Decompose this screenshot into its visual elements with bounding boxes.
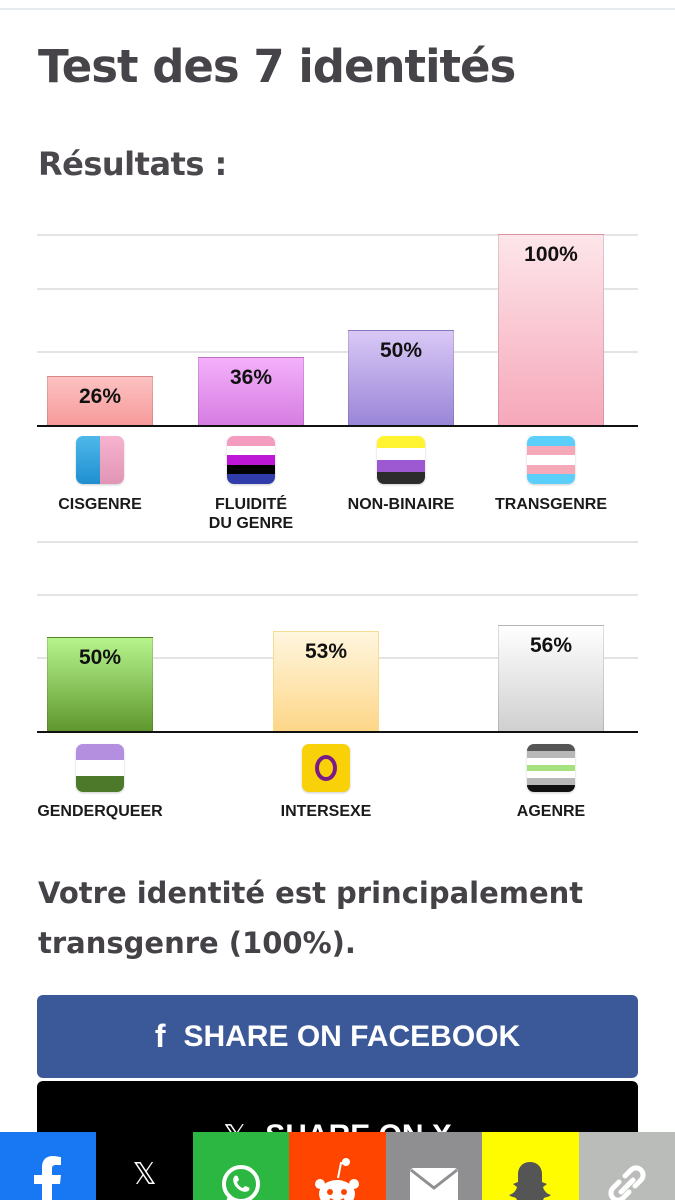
bar-value: 56%: [529, 634, 573, 657]
share-facebook-button[interactable]: f SHARE ON FACEBOOK: [37, 995, 638, 1078]
bar-value: 36%: [229, 366, 273, 389]
gridline: [37, 351, 638, 353]
result-summary: Votre identité est principalement transg…: [38, 876, 584, 960]
gridline: [37, 288, 638, 290]
link-icon: [608, 1165, 646, 1200]
bar-intersexe: 53%: [273, 631, 379, 733]
share-bar-facebook[interactable]: [0, 1132, 97, 1200]
x-axis: [37, 731, 638, 733]
results-chart-1: 26% 36% 50% 100% CISGENRE FLUIDITÉ DU GEN…: [37, 230, 638, 540]
share-bar-x[interactable]: 𝕏: [96, 1132, 193, 1200]
bar-cisgenre: 26%: [47, 376, 153, 426]
facebook-icon: [34, 1156, 62, 1200]
genderfluid-flag-icon: [227, 436, 275, 484]
gridline: [37, 541, 638, 543]
category-label: CISGENRE: [58, 496, 142, 513]
bar-value: 50%: [78, 646, 122, 669]
category-label: NON-BINAIRE: [347, 496, 455, 513]
bar-non-binaire: 50%: [348, 330, 454, 426]
share-bar-copy-link[interactable]: [578, 1132, 675, 1200]
bar-value: 50%: [379, 339, 423, 362]
x-icon: 𝕏: [132, 1157, 157, 1192]
category-label: TRANSGENRE: [494, 496, 607, 513]
share-facebook-label: SHARE ON FACEBOOK: [183, 1019, 521, 1053]
agender-flag-icon: [527, 744, 575, 792]
cisgender-flag-icon: [76, 436, 124, 484]
email-icon: [409, 1168, 458, 1200]
share-bar-reddit[interactable]: [289, 1132, 386, 1200]
category-label: GENDERQUEER: [37, 803, 163, 820]
reddit-icon: [315, 1158, 360, 1200]
intersex-flag-icon: [302, 744, 350, 792]
sticky-share-bar: 𝕏: [0, 1132, 675, 1200]
share-bar-snapchat[interactable]: [482, 1132, 579, 1200]
bar-genderqueer: 50%: [47, 637, 153, 733]
page-title: Test des 7 identités: [38, 40, 516, 93]
share-bar-whatsapp[interactable]: [192, 1132, 290, 1200]
x-axis: [37, 425, 638, 427]
genderqueer-flag-icon: [76, 744, 124, 792]
bar-value: 26%: [78, 385, 122, 408]
bar-value: 100%: [524, 243, 578, 266]
bar-value: 53%: [304, 640, 348, 663]
facebook-icon: f: [154, 1018, 166, 1054]
results-chart-2: 50% 53% 56% GENDERQUEER INTERSEXE AGENRE: [37, 540, 638, 830]
bar-agenre: 56%: [498, 625, 604, 733]
top-divider: [0, 8, 675, 10]
whatsapp-icon: [222, 1165, 261, 1200]
gridline: [37, 594, 638, 596]
snapchat-icon: [509, 1162, 552, 1200]
nonbinary-flag-icon: [377, 436, 425, 484]
category-label: AGENRE: [516, 803, 586, 820]
gridline: [37, 234, 638, 236]
transgender-flag-icon: [527, 436, 575, 484]
share-bar-email[interactable]: [385, 1132, 483, 1200]
category-label: INTERSEXE: [280, 803, 372, 820]
results-heading: Résultats :: [38, 145, 227, 183]
bar-transgenre: 100%: [498, 234, 604, 426]
category-label: FLUIDITÉ DU GENRE: [208, 496, 294, 532]
bar-fluidite: 36%: [198, 357, 304, 426]
